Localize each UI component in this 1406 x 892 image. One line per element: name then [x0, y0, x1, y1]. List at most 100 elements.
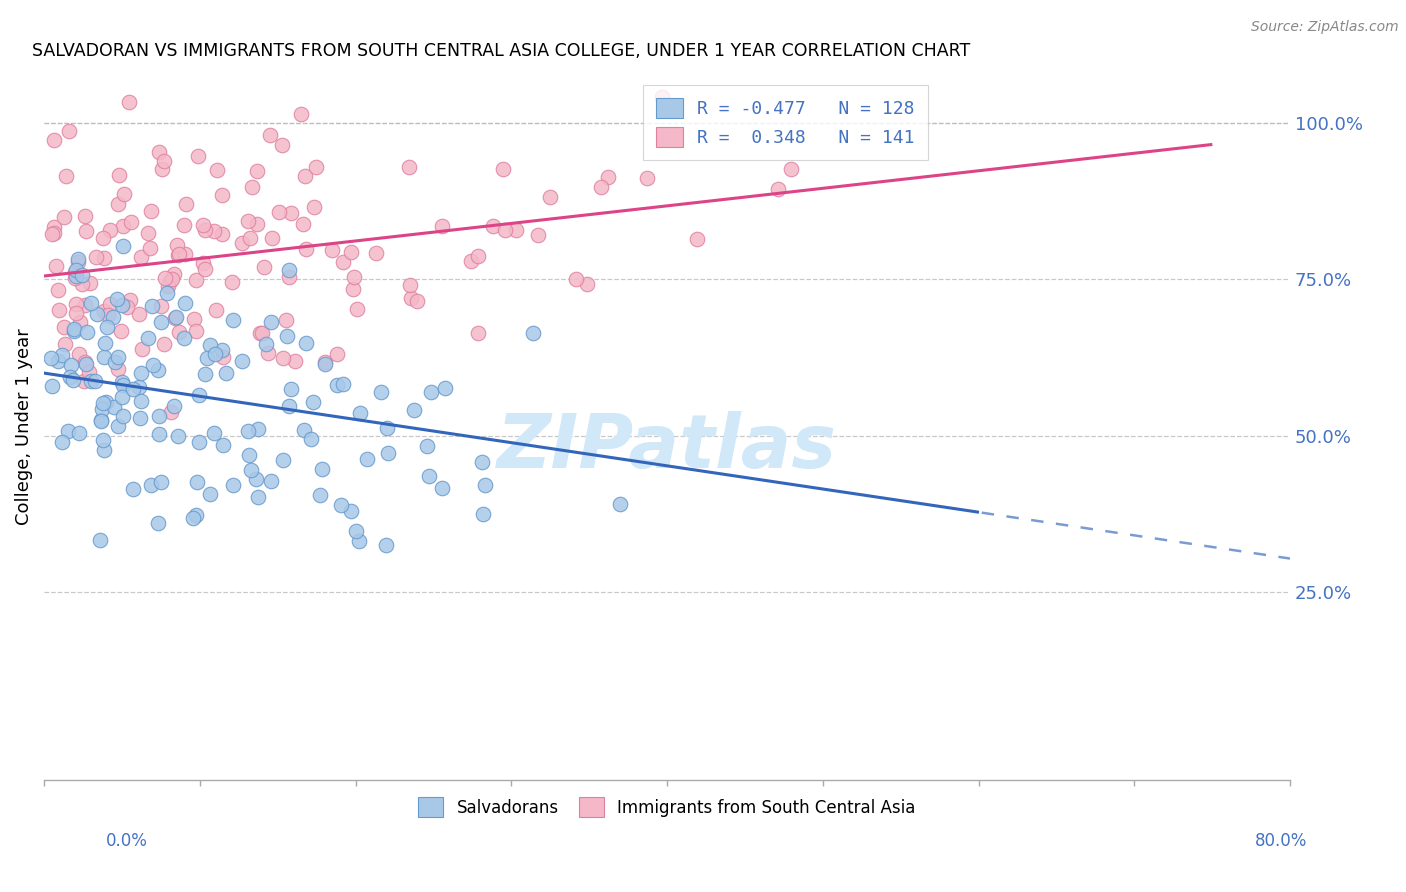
- Point: [222, 312, 245, 326]
- Point: [58, 425, 80, 439]
- Point: [129, 366, 152, 380]
- Point: [204, 303, 226, 318]
- Point: [96, 395, 118, 409]
- Point: [162, 399, 184, 413]
- Point: [260, 475, 283, 489]
- Point: [304, 200, 326, 214]
- Point: [332, 254, 354, 268]
- Point: [474, 477, 496, 491]
- Point: [238, 448, 260, 462]
- Point: [93, 350, 115, 364]
- Point: [89, 533, 111, 547]
- Point: [53, 336, 76, 351]
- Legend: Salvadorans, Immigrants from South Central Asia: Salvadorans, Immigrants from South Centr…: [411, 789, 924, 825]
- Point: [63, 324, 86, 338]
- Point: [609, 497, 631, 511]
- Point: [86, 307, 108, 321]
- Text: Source: ZipAtlas.com: Source: ZipAtlas.com: [1251, 20, 1399, 34]
- Point: [430, 219, 453, 234]
- Point: [340, 504, 363, 518]
- Point: [294, 335, 316, 350]
- Point: [141, 359, 163, 373]
- Point: [104, 355, 127, 369]
- Point: [314, 357, 336, 371]
- Point: [73, 374, 96, 388]
- Point: [207, 163, 229, 178]
- Point: [366, 246, 388, 260]
- Point: [494, 223, 516, 237]
- Point: [46, 283, 69, 297]
- Point: [79, 276, 101, 290]
- Point: [302, 395, 325, 409]
- Point: [51, 435, 73, 450]
- Point: [150, 161, 173, 176]
- Point: [173, 330, 195, 344]
- Point: [492, 162, 515, 177]
- Point: [299, 432, 322, 446]
- Point: [93, 442, 115, 457]
- Point: [344, 524, 367, 538]
- Point: [39, 351, 62, 365]
- Point: [98, 297, 121, 311]
- Point: [284, 354, 307, 368]
- Point: [576, 277, 599, 292]
- Point: [163, 267, 186, 281]
- Point: [236, 424, 259, 438]
- Point: [249, 326, 271, 340]
- Point: [67, 347, 90, 361]
- Point: [271, 351, 294, 365]
- Point: [565, 272, 588, 286]
- Point: [471, 455, 494, 469]
- Point: [141, 478, 163, 492]
- Point: [93, 252, 115, 266]
- Point: [211, 343, 233, 358]
- Point: [277, 269, 299, 284]
- Point: [212, 350, 235, 364]
- Point: [165, 310, 187, 324]
- Point: [305, 160, 328, 174]
- Point: [527, 227, 550, 242]
- Point: [149, 475, 172, 490]
- Point: [405, 294, 427, 309]
- Point: [295, 242, 318, 256]
- Point: [103, 400, 125, 414]
- Point: [65, 270, 87, 285]
- Point: [222, 478, 245, 492]
- Point: [167, 247, 190, 261]
- Point: [91, 401, 114, 416]
- Point: [139, 203, 162, 218]
- Point: [346, 302, 368, 317]
- Point: [522, 326, 544, 340]
- Point: [111, 409, 134, 423]
- Point: [75, 209, 97, 223]
- Point: [157, 278, 180, 293]
- Point: [111, 238, 134, 252]
- Point: [110, 298, 132, 312]
- Point: [256, 337, 278, 351]
- Point: [67, 255, 90, 269]
- Point: [53, 320, 76, 334]
- Point: [129, 251, 152, 265]
- Point: [128, 411, 150, 425]
- Point: [75, 357, 97, 371]
- Point: [257, 346, 280, 360]
- Point: [269, 205, 291, 219]
- Point: [193, 256, 215, 270]
- Point: [46, 353, 69, 368]
- Point: [152, 336, 174, 351]
- Point: [84, 374, 107, 388]
- Point: [51, 348, 73, 362]
- Point: [377, 446, 399, 460]
- Point: [326, 378, 349, 392]
- Point: [131, 342, 153, 356]
- Point: [188, 388, 211, 402]
- Point: [90, 414, 112, 428]
- Point: [165, 311, 187, 326]
- Point: [200, 337, 222, 351]
- Point: [160, 272, 183, 286]
- Point: [481, 219, 503, 233]
- Point: [375, 538, 398, 552]
- Point: [120, 215, 142, 229]
- Point: [239, 231, 262, 245]
- Point: [290, 107, 312, 121]
